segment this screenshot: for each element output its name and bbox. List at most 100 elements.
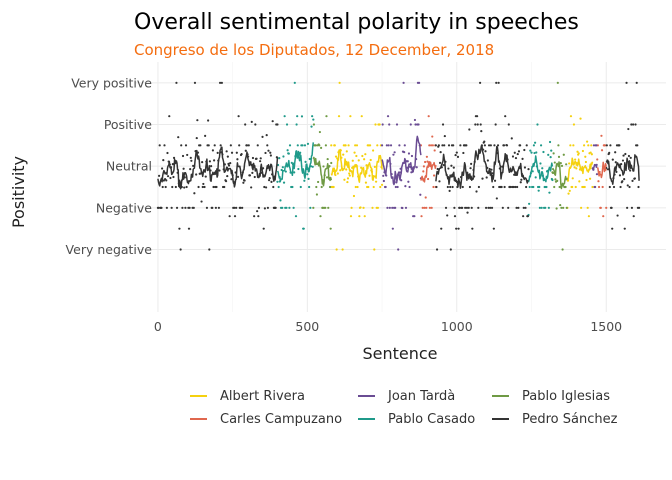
sentence-point [318,130,322,134]
sentence-point [183,186,186,189]
sentence-point [458,206,461,209]
sentence-point [242,181,245,184]
chart-title: Overall sentimental polarity in speeches [134,10,579,35]
sentence-point [267,178,271,182]
sentence-point [325,115,328,118]
sentence-point [511,155,515,158]
sentence-point [208,248,211,251]
sentence-point [293,171,296,174]
sentence-point [517,150,521,153]
sentence-point [530,151,533,154]
legend-label: Albert Rivera [220,389,305,404]
sentence-point [591,185,594,189]
sentence-point [157,206,160,209]
sentence-point [414,123,417,126]
sentence-point [230,178,233,181]
sentence-point [202,182,205,186]
sentence-point [435,185,438,189]
sentence-point [161,185,164,189]
sentence-point [470,162,473,165]
sentence-point [559,203,562,207]
sentence-point [551,171,555,175]
sentence-point [568,162,571,165]
sentence-point [490,168,493,171]
sentence-point [212,159,216,162]
series-line [420,161,437,183]
sentence-point [354,144,357,147]
sentence-point [572,144,575,147]
sentence-point [597,185,601,189]
sentence-point [439,151,442,154]
sentence-point [609,144,612,147]
sentence-point [623,227,626,230]
sentence-point [230,151,234,154]
sentence-point [322,165,325,168]
sentence-point [489,144,492,147]
sentence-point [204,134,207,137]
sentence-point [438,161,442,164]
sentence-point [550,149,553,152]
chart-subtitle: Congreso de los Diputados, 12 December, … [134,41,494,59]
sentence-point [425,206,428,209]
series-lines [157,135,640,190]
sentence-point [446,185,449,189]
sentence-point [611,227,614,230]
sentence-point [387,144,390,147]
sentence-point [522,215,525,218]
sentence-point [608,185,611,189]
sentence-point [306,173,309,176]
sentence-point [196,119,199,122]
sentence-point [496,144,500,147]
sentence-point [185,185,188,189]
sentence-point [259,160,262,163]
sentence-point [235,206,238,209]
sentence-point [605,144,608,147]
sentence-point [174,185,177,189]
sentence-point [263,185,266,189]
sentence-point [486,159,489,162]
sentence-point [485,176,488,179]
sentence-point [235,151,238,154]
scatter-points [156,81,641,251]
sentence-point [404,185,407,188]
sentence-point [184,206,187,209]
sentence-point [360,115,363,118]
sentence-point [219,144,222,147]
sentence-point [380,183,384,186]
sentence-point [444,206,448,209]
sentence-point [158,174,161,177]
sentence-point [611,158,614,161]
sentence-point [480,130,483,133]
sentence-point [184,144,188,147]
sentence-point [600,149,604,152]
sentence-point [560,164,564,168]
sentence-point [363,158,366,161]
series-line [592,163,598,171]
sentence-point [314,144,317,147]
sentence-point [182,167,185,170]
sentence-point [358,215,361,218]
sentence-point [490,206,494,209]
sentence-point [476,115,479,118]
sentence-point [630,206,634,209]
sentence-point [394,185,397,189]
sentence-point [186,153,189,157]
sentence-point [279,199,282,202]
sentence-point [559,162,562,165]
sentence-point [307,177,310,180]
sentence-point [602,215,605,218]
sentence-point [539,162,542,165]
sentence-point [516,185,519,189]
sentence-point [407,152,411,155]
legend-item: Joan Tardà [358,389,455,404]
sentence-point [624,152,627,156]
sentence-point [562,206,565,209]
sentence-point [353,151,356,154]
series-line [157,146,279,190]
sentence-point [189,168,192,171]
sentence-point [248,174,252,177]
sentence-point [558,185,561,189]
sentence-point [442,163,445,167]
sentence-point [477,185,481,189]
